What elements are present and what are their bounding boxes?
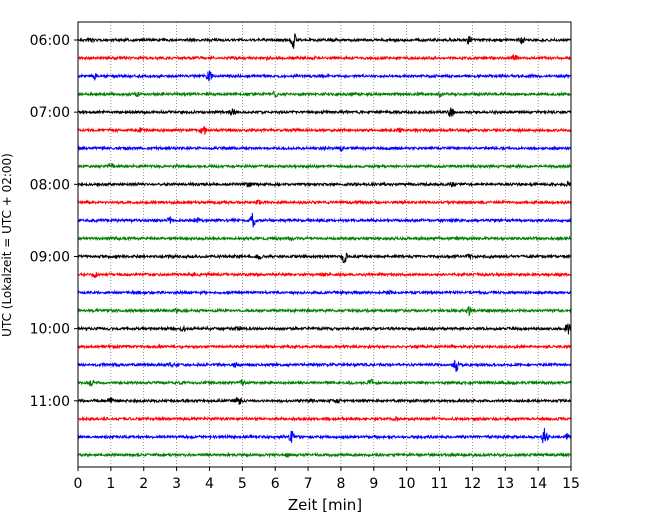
y-tick-label: 09:00 bbox=[30, 249, 70, 265]
seismogram-trace bbox=[77, 289, 571, 296]
seismogram-trace bbox=[77, 70, 571, 82]
y-tick-label: 10:00 bbox=[30, 322, 70, 338]
y-tick-label: 08:00 bbox=[30, 177, 70, 193]
y-tick-label: 07:00 bbox=[30, 105, 70, 121]
x-tick-label: 13 bbox=[496, 476, 514, 492]
x-tick-label: 5 bbox=[238, 476, 247, 492]
x-tick-label: 1 bbox=[106, 476, 115, 492]
seismogram-trace bbox=[77, 180, 572, 188]
x-tick-label: 9 bbox=[369, 476, 378, 492]
seismogram-trace bbox=[77, 306, 572, 316]
seismogram-trace bbox=[77, 163, 572, 170]
y-axis-label: UTC (Lokalzeit = UTC + 02:00) bbox=[0, 153, 14, 337]
y-ticks: 06:00 07:00 08:00 09:00 10:00 11:00 bbox=[30, 33, 78, 410]
seismogram-trace bbox=[77, 427, 572, 444]
seismogram-trace bbox=[77, 359, 572, 372]
seismogram-trace bbox=[77, 54, 572, 62]
seismogram-trace bbox=[77, 235, 572, 242]
y-tick-label: 06:00 bbox=[30, 33, 70, 49]
trace-layer bbox=[77, 33, 572, 459]
x-tick-label: 4 bbox=[205, 476, 214, 492]
seismogram-trace bbox=[77, 199, 572, 206]
x-tick-label: 14 bbox=[529, 476, 547, 492]
x-tick-label: 6 bbox=[271, 476, 280, 492]
seismogram-trace bbox=[77, 107, 571, 118]
x-ticks: 0 1 2 3 4 5 6 7 8 9 10 11 12 13 14 15 bbox=[74, 467, 580, 492]
x-axis-label: Zeit [min] bbox=[288, 496, 362, 514]
seismogram-trace bbox=[77, 396, 572, 405]
seismogram-trace bbox=[77, 415, 572, 423]
seismogram-trace bbox=[77, 378, 572, 387]
seismogram-trace bbox=[77, 145, 572, 153]
x-tick-label: 2 bbox=[139, 476, 148, 492]
y-tick-label: 11:00 bbox=[30, 394, 70, 410]
x-tick-label: 7 bbox=[304, 476, 313, 492]
x-tick-label: 11 bbox=[431, 476, 449, 492]
seismogram-trace bbox=[77, 451, 572, 459]
x-tick-label: 10 bbox=[398, 476, 416, 492]
seismogram-trace bbox=[78, 271, 572, 279]
x-tick-label: 0 bbox=[74, 476, 83, 492]
x-tick-label: 15 bbox=[562, 476, 580, 492]
seismogram-trace bbox=[77, 323, 572, 335]
seismogram-trace bbox=[77, 252, 572, 264]
seismogram-trace bbox=[77, 33, 572, 49]
seismogram-trace bbox=[77, 89, 572, 99]
seismogram-trace bbox=[77, 212, 572, 228]
x-tick-label: 12 bbox=[463, 476, 481, 492]
seismogram-trace bbox=[77, 343, 572, 350]
x-tick-label: 3 bbox=[172, 476, 181, 492]
seismogram-trace bbox=[77, 126, 572, 135]
grid-layer bbox=[110, 22, 539, 467]
x-tick-label: 8 bbox=[336, 476, 345, 492]
plot-frame bbox=[77, 21, 572, 468]
